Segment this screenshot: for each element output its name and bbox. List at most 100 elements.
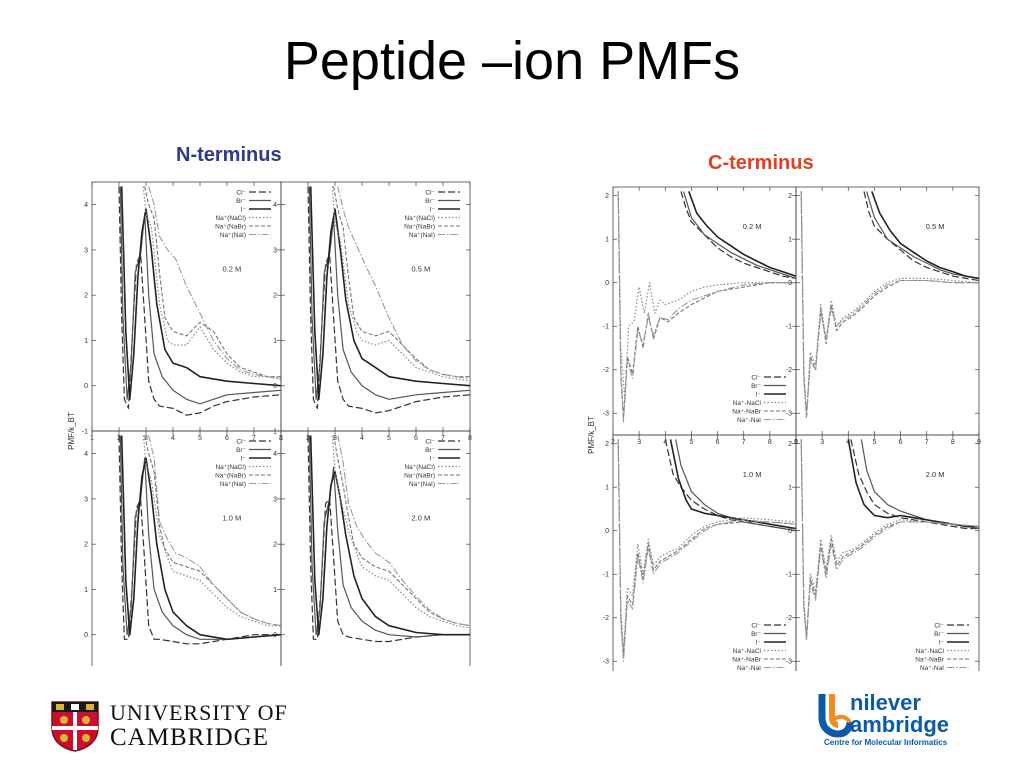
y-tick-label: 1 — [84, 587, 88, 594]
y-tick-label: 2 — [273, 293, 277, 300]
series-line-nabr — [800, 439, 979, 641]
series-line-nacl — [800, 439, 979, 636]
series-line-i — [309, 435, 470, 636]
concentration-label: 0.2 M — [743, 222, 762, 231]
unilever-u-icon — [818, 694, 854, 738]
legend-label: Cl⁻ — [236, 190, 246, 197]
legend: Cl⁻Br⁻ I⁻Na⁺(NaCl) Na⁺(NaBr)Na⁺(NaI) — [404, 439, 460, 488]
series-line-nai — [617, 439, 796, 662]
x-tick-label: 3 — [820, 439, 824, 446]
legend-label: Na⁺(NaBr) — [215, 224, 246, 231]
legend-label: Na⁺(NaBr) — [404, 224, 435, 231]
series-line-i — [120, 435, 281, 641]
legend-label: I⁻ — [241, 207, 247, 214]
cambridge-logo-line1: UNIVERSITY OF — [110, 700, 288, 725]
series-line-br — [308, 435, 470, 638]
y-tick-label: 3 — [84, 247, 88, 254]
series-line-nabr — [144, 435, 281, 627]
y-tick-label: -1 — [786, 324, 792, 331]
y-tick-label: 0 — [605, 280, 609, 287]
series-line-nai — [337, 186, 470, 380]
x-tick-label: 7 — [742, 439, 746, 446]
n-ylabel: PMF/k_BT — [67, 412, 76, 450]
y-tick-label: 3 — [273, 247, 277, 254]
legend-label: I⁻ — [939, 640, 945, 647]
legend-label: Na⁺(NaCl) — [404, 215, 435, 222]
legend-label: Br⁻ — [751, 383, 762, 390]
series-line-nacl — [331, 186, 470, 382]
series-line-nai — [148, 186, 281, 380]
x-tick-label: 6 — [225, 435, 229, 442]
legend-label: Na⁺-NaCl — [733, 400, 762, 407]
unilever-word: nilever — [850, 690, 921, 715]
series-line-i — [871, 191, 979, 280]
x-tick-label: 3 — [637, 439, 641, 446]
y-tick-label: 2 — [788, 441, 792, 448]
legend-label: Na⁺(NaBr) — [215, 473, 246, 480]
y-tick-label: -1 — [786, 572, 792, 579]
series-line-i — [120, 186, 281, 401]
x-tick-label: 7 — [252, 435, 256, 442]
series-line-cl — [118, 186, 281, 416]
legend-label: Cl⁻ — [425, 190, 435, 197]
legend-label: Cl⁻ — [751, 375, 761, 382]
legend-label: Na⁺(NaBr) — [404, 473, 435, 480]
y-tick-label: 2 — [605, 193, 609, 200]
concentration-label: 2.0 M — [411, 514, 430, 523]
y-tick-label: 1 — [273, 338, 277, 345]
series-line-nabr — [144, 186, 281, 378]
cambridge-word: ambridge — [850, 712, 950, 737]
series-line-nai — [800, 191, 979, 419]
series-line-nai — [800, 439, 979, 641]
legend-label: Cl⁻ — [236, 439, 246, 446]
legend-label: I⁻ — [430, 456, 436, 463]
plot-frame — [795, 186, 980, 436]
series-line-nai — [617, 191, 796, 423]
legend-label: Br⁻ — [425, 198, 436, 205]
y-tick-label: -2 — [603, 615, 609, 622]
cambridge-crest-icon — [51, 701, 99, 752]
y-tick-label: 0 — [605, 528, 609, 535]
x-tick-label: 6 — [414, 435, 418, 442]
y-tick-label: 1 — [273, 587, 277, 594]
legend-label: Na⁺-NaBr — [732, 409, 762, 416]
c-terminus-heading: C-terminus — [708, 152, 814, 174]
concentration-label: 0.2 M — [222, 265, 241, 274]
x-tick-label: 8 — [768, 439, 772, 446]
series-line-nai — [337, 435, 470, 627]
series-line-nai — [148, 435, 281, 627]
cambridge-logo: UNIVERSITY OF CAMBRIDGE — [50, 700, 300, 752]
legend-label: Br⁻ — [236, 198, 247, 205]
plot-frame — [280, 181, 471, 432]
legend-label: Cl⁻ — [934, 623, 944, 630]
series-line-cl — [680, 191, 796, 279]
plot-frame — [612, 434, 797, 671]
x-tick-label: 3 — [333, 435, 337, 442]
x-tick-label: 6 — [716, 439, 720, 446]
legend-label: Na⁺-NaI — [737, 665, 761, 671]
legend-label: Na⁺(NaI) — [220, 232, 246, 239]
x-tick-label: 4 — [663, 439, 667, 446]
series-line-nabr — [617, 191, 796, 419]
y-tick-label: 3 — [273, 496, 277, 503]
series-line-i — [669, 439, 796, 530]
x-tick-label: 8 — [951, 439, 955, 446]
series-line-br — [860, 439, 979, 530]
y-tick-label: -1 — [82, 429, 88, 436]
y-tick-label: 4 — [273, 202, 277, 209]
legend-label: Na⁺(NaI) — [409, 481, 435, 488]
y-tick-label: 0 — [273, 632, 277, 639]
series-line-cl — [850, 439, 979, 530]
slide-title: Peptide –ion PMFs — [283, 31, 741, 91]
concentration-label: 0.5 M — [411, 265, 430, 274]
series-line-nacl — [142, 186, 281, 380]
concentration-label: 1.0 M — [743, 470, 762, 479]
legend-label: I⁻ — [430, 207, 436, 214]
legend-label: Na⁺-NaI — [920, 665, 944, 671]
